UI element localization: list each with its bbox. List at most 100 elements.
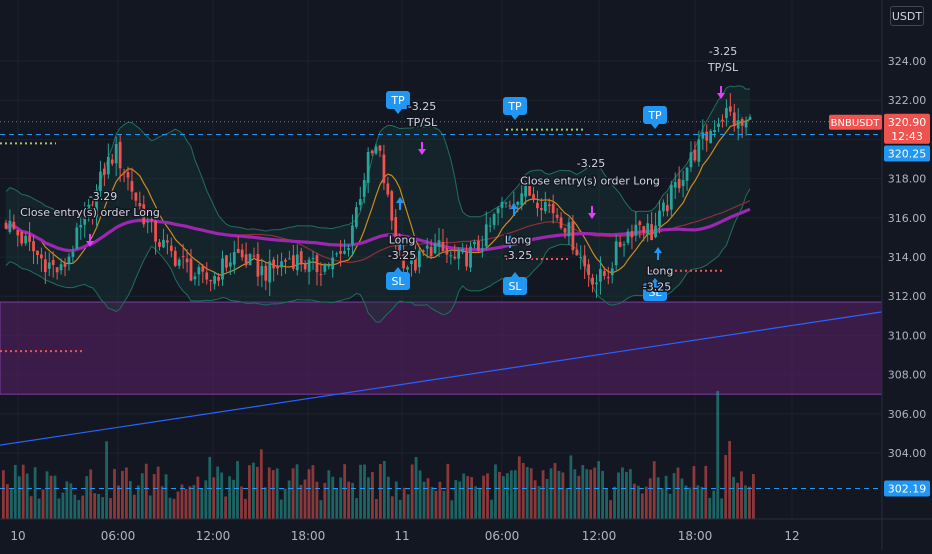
sl-marker-2-pointer <box>651 278 659 283</box>
volume-bar-71 <box>283 488 287 519</box>
candle-body-44 <box>177 259 181 266</box>
volume-bar-165 <box>656 477 660 519</box>
volume-bar-162 <box>644 486 648 519</box>
candle-body-106 <box>421 250 425 253</box>
volume-bar-158 <box>629 469 632 519</box>
x-tick-label-3: 18:00 <box>291 529 326 543</box>
sl-marker-0-label: SL <box>391 275 405 288</box>
volume-bar-96 <box>382 461 386 519</box>
volume-bar-37 <box>148 495 152 519</box>
volume-bar-17 <box>69 483 73 519</box>
candle-body-67 <box>268 261 272 283</box>
y-tick-label-9: 306.00 <box>888 408 927 421</box>
candle-body-121 <box>480 248 484 251</box>
candle-body-165 <box>654 225 657 238</box>
bollinger-upper <box>5 85 751 232</box>
volume-bar-183 <box>728 441 731 519</box>
volume-bar-81 <box>323 482 327 519</box>
trade-annotation-5: -3.25 <box>388 249 416 262</box>
volume-bar-134 <box>533 480 537 519</box>
volume-bar-1 <box>5 484 9 519</box>
candle-body-94 <box>374 146 378 154</box>
volume-bar-121 <box>482 475 485 519</box>
volume-bar-115 <box>458 481 462 519</box>
long-ma-line <box>4 207 751 253</box>
symbol-tag-label: BNBUSDT <box>831 118 881 129</box>
candle-body-58 <box>232 252 236 265</box>
tp-marker-1-pointer <box>511 115 519 120</box>
volume-bar-45 <box>180 484 184 519</box>
volume-bar-38 <box>152 474 156 519</box>
trade-annotation-11: -3.25 <box>643 280 671 293</box>
volume-bar-130 <box>517 456 521 519</box>
volume-bar-163 <box>648 478 652 519</box>
candle-body-124 <box>492 214 496 225</box>
volume-bar-29 <box>117 485 120 519</box>
volume-bar-47 <box>188 486 192 519</box>
candle-body-123 <box>488 225 492 227</box>
volume-bar-97 <box>386 476 390 519</box>
candle-body-53 <box>213 275 216 284</box>
symbol-tag-box <box>829 114 882 130</box>
candle-body-19 <box>79 224 83 228</box>
volume-bar-177 <box>704 465 708 519</box>
volume-bar-142 <box>565 488 569 519</box>
candle-body-169 <box>669 184 673 210</box>
candle-body-76 <box>303 263 307 270</box>
candle-body-52 <box>209 280 213 282</box>
currency-selector[interactable]: USDT <box>890 6 924 26</box>
candle-body-147 <box>583 255 587 267</box>
candle-body-83 <box>331 257 335 270</box>
candle-body-103 <box>410 259 413 265</box>
candle-body-1 <box>8 220 12 232</box>
volume-bar-79 <box>315 481 319 519</box>
candle-body-57 <box>228 262 232 267</box>
volume-bar-15 <box>61 492 65 519</box>
candle-body-23 <box>95 190 98 218</box>
candle-body-162 <box>642 226 646 233</box>
candle-body-141 <box>559 217 563 228</box>
y-tick-label-5: 314.00 <box>888 251 927 264</box>
candle-body-93 <box>370 150 374 154</box>
x-tick-label-5: 06:00 <box>485 529 520 543</box>
last-price-label: 320.90 <box>888 116 927 129</box>
volume-bar-83 <box>331 476 335 519</box>
volume-bar-12 <box>49 475 53 519</box>
candle-body-140 <box>555 214 559 218</box>
volume-bar-51 <box>204 480 208 519</box>
currency-label: USDT <box>891 9 923 23</box>
x-tick-label-7: 18:00 <box>678 529 713 543</box>
candle-body-117 <box>465 252 468 267</box>
candle-body-48 <box>193 276 197 280</box>
candle-body-27 <box>110 159 114 164</box>
candle-body-5 <box>24 235 28 244</box>
candle-body-171 <box>677 178 681 189</box>
volume-bar-5 <box>21 464 25 519</box>
volume-bar-137 <box>545 478 549 519</box>
volume-bar-42 <box>168 497 172 519</box>
volume-bar-106 <box>422 481 426 519</box>
trade-annotation-7: -3.25 <box>504 249 532 262</box>
candle-body-16 <box>67 256 71 264</box>
volume-bar-67 <box>267 467 271 519</box>
volume-bar-74 <box>295 464 299 519</box>
volume-bar-44 <box>176 491 180 519</box>
sl-marker-1-pointer <box>511 272 519 277</box>
candle-body-160 <box>634 224 638 236</box>
volume-bar-152 <box>605 488 608 519</box>
volume-bar-98 <box>390 496 394 519</box>
candle-body-85 <box>339 251 342 254</box>
candle-body-178 <box>705 131 709 141</box>
candle-body-152 <box>602 271 606 276</box>
tp-marker-1-label: TP <box>507 100 522 113</box>
candle-body-75 <box>299 251 303 265</box>
volume-bar-0 <box>2 470 5 519</box>
candle-body-102 <box>406 267 409 270</box>
volume-bar-138 <box>549 468 553 519</box>
candle-body-71 <box>284 259 287 262</box>
volume-bar-188 <box>748 486 751 519</box>
volume-bar-145 <box>577 475 581 519</box>
volume-bar-7 <box>29 496 33 519</box>
exit-arrow-1-head <box>418 149 426 155</box>
